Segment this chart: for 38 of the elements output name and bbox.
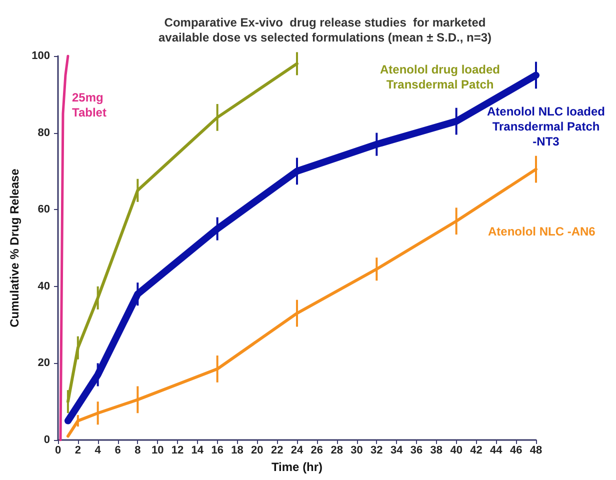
series-label: Atenolol NLC loaded Transdermal Patch -NT3 bbox=[487, 104, 605, 148]
x-tick-label: 20 bbox=[251, 444, 264, 456]
x-tick-label: 32 bbox=[370, 444, 383, 456]
x-tick-label: 28 bbox=[330, 444, 343, 456]
x-tick-label: 8 bbox=[134, 444, 141, 456]
x-tick-label: 12 bbox=[171, 444, 184, 456]
x-tick-label: 42 bbox=[470, 444, 482, 456]
series-label: Atenolol NLC -AN6 bbox=[488, 224, 596, 238]
x-tick-label: 22 bbox=[270, 444, 284, 456]
x-tick-label: 36 bbox=[410, 444, 423, 456]
y-tick-label: 80 bbox=[38, 126, 50, 139]
y-axis-title: Cumulative % Drug Release bbox=[8, 168, 22, 328]
x-tick-label: 46 bbox=[510, 444, 522, 456]
x-tick-label: 0 bbox=[54, 444, 62, 456]
y-tick-label: 40 bbox=[38, 280, 50, 292]
x-axis-title: Time (hr) bbox=[271, 460, 323, 474]
series-label: 25mg Tablet bbox=[72, 90, 106, 120]
x-tick-label: 16 bbox=[211, 444, 224, 456]
chart-title: Comparative Ex-vivo drug release studies for marketed available dose vs selected formulations (mean ± S.D., n=3) bbox=[158, 16, 492, 44]
y-tick-label: 60 bbox=[38, 204, 50, 216]
x-tick-label: 18 bbox=[231, 444, 244, 456]
x-tick-label: 6 bbox=[114, 444, 121, 456]
x-tick-label: 44 bbox=[490, 444, 504, 456]
x-tick-label: 2 bbox=[74, 444, 81, 456]
x-tick-label: 30 bbox=[350, 444, 363, 456]
y-tick-label: 100 bbox=[32, 50, 50, 62]
x-tick-label: 40 bbox=[450, 444, 462, 456]
x-tick-label: 14 bbox=[191, 444, 204, 456]
text: Atenolol drug loaded Transdermal Patch bbox=[380, 62, 500, 92]
x-tick-label: 4 bbox=[94, 444, 102, 456]
x-tick-label: 38 bbox=[430, 444, 443, 456]
x-tick-label: 34 bbox=[390, 444, 404, 456]
x-tick-label: 24 bbox=[290, 444, 304, 456]
y-tick-label: 20 bbox=[38, 357, 50, 370]
x-tick-label: 26 bbox=[310, 444, 324, 456]
x-tick-label: 10 bbox=[151, 444, 164, 456]
y-tick-label: 0 bbox=[44, 434, 50, 446]
x-tick-label: 48 bbox=[530, 444, 542, 456]
